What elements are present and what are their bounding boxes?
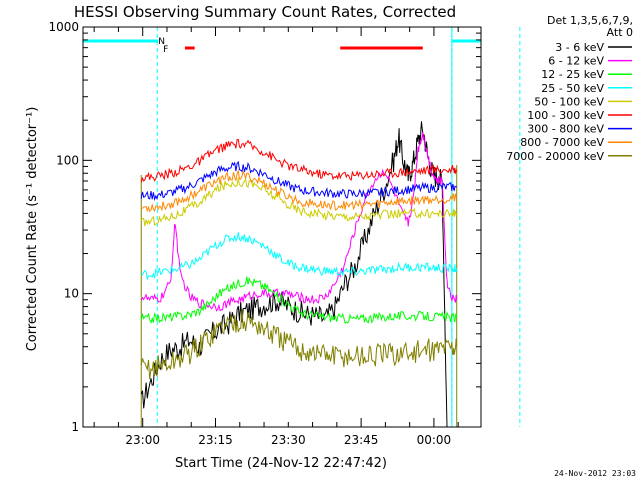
legend-label-800-7000-kev: 800 - 7000 keV bbox=[520, 136, 604, 149]
y-tick-label-10: 10 bbox=[64, 287, 79, 301]
legend-label-3-6-kev: 3 - 6 keV bbox=[555, 41, 604, 54]
legend-label-7000-20000-kev: 7000 - 20000 keV bbox=[506, 150, 604, 163]
x-tick-label-2315: 23:15 bbox=[198, 433, 233, 447]
date-stamp: 24-Nov-2012 23:03 bbox=[554, 469, 636, 478]
y-tick-label-1: 1 bbox=[71, 420, 79, 434]
legend-label-6-12-kev: 6 - 12 keV bbox=[548, 55, 604, 68]
series-line-25-50-kev bbox=[140, 232, 458, 281]
x-axis-label: Start Time (24-Nov-12 22:47:42) bbox=[175, 456, 387, 471]
night-label: N bbox=[158, 37, 165, 47]
legend-label-100-300-kev: 100 - 300 keV bbox=[527, 109, 604, 122]
x-tick-label-2300: 23:00 bbox=[125, 433, 160, 447]
legend-label-25-50-kev: 25 - 50 keV bbox=[541, 82, 604, 95]
series-line-12-25-kev bbox=[140, 276, 458, 325]
series-line-100-300-kev bbox=[140, 138, 458, 183]
series-line-50-100-kev bbox=[140, 177, 458, 227]
legend-header-line-2: Att 0 bbox=[607, 26, 633, 39]
plot-area: NF 1 10 100 1000 23:00 23:15 23:30 23:45 00:00 bbox=[48, 20, 521, 447]
series-line-300-800-kev bbox=[140, 160, 458, 202]
flare-label: F bbox=[163, 45, 168, 55]
chart-title: HESSI Observing Summary Count Rates, Cor… bbox=[74, 3, 456, 21]
y-tick-label-1000: 1000 bbox=[48, 20, 79, 34]
y-axis-label: Corrected Count Rate (s⁻¹ detector⁻¹) bbox=[25, 107, 40, 352]
legend-label-12-25-kev: 12 - 25 keV bbox=[541, 68, 604, 81]
legend-header-line-1: Det 1,3,5,6,7,9, bbox=[547, 14, 633, 27]
series-line-800-7000-kev bbox=[141, 168, 458, 213]
plot-frame bbox=[82, 26, 482, 428]
x-tick-label-2345: 23:45 bbox=[344, 433, 379, 447]
legend-label-300-800-kev: 300 - 800 keV bbox=[527, 123, 604, 136]
series-line-7000-20000-kev bbox=[140, 309, 458, 380]
legend-label-50-100-kev: 50 - 100 keV bbox=[534, 95, 604, 108]
series-line-6-12-kev bbox=[140, 132, 458, 312]
x-tick-label-2330: 23:30 bbox=[271, 433, 306, 447]
y-tick-label-100: 100 bbox=[56, 153, 79, 167]
series-line-3-6-kev bbox=[140, 121, 448, 428]
x-tick-label-0000: 00:00 bbox=[417, 433, 452, 447]
